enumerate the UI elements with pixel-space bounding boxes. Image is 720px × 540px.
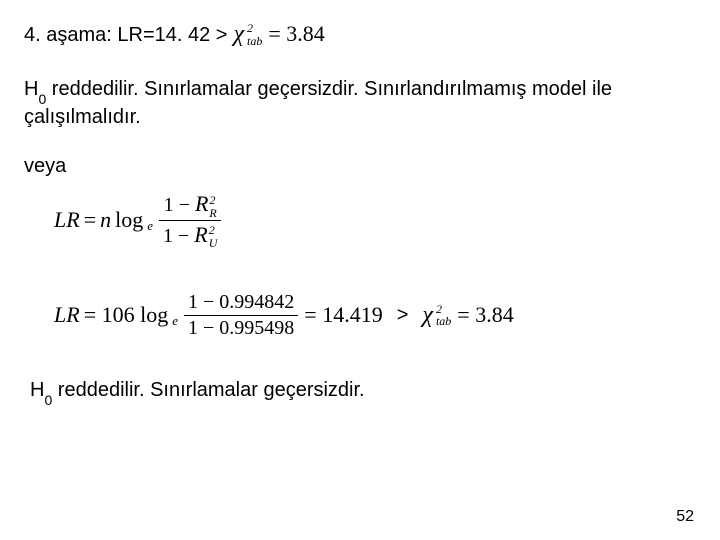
greater-than: > xyxy=(397,304,409,327)
fraction-numeric: 1 − 0.994842 1 − 0.995498 xyxy=(184,292,298,339)
formula-block: LR = n log e 1 − R2R 1 − R2U LR = 106 lo… xyxy=(54,192,696,338)
paragraph-reject-1: H0 reddedilir. Sınırlamalar geçersizdir.… xyxy=(24,76,696,132)
chi-squared-tab-1: χ 2 tab = 3.84 xyxy=(233,18,324,52)
step-4-text: 4. aşama: LR=14. 42 > xyxy=(24,21,227,49)
chi-squared-tab-2: χ 2 tab = 3.84 xyxy=(422,302,513,329)
step-4-line: 4. aşama: LR=14. 42 > χ 2 tab = 3.84 xyxy=(24,18,696,52)
or-label: veya xyxy=(24,155,696,178)
fraction-symbolic: 1 − R2R 1 − R2U xyxy=(159,192,221,247)
paragraph-reject-2: H0 reddedilir. Sınırlamalar geçersizdir. xyxy=(30,379,696,404)
slide-content: 4. aşama: LR=14. 42 > χ 2 tab = 3.84 H0 … xyxy=(0,0,720,404)
lr-formula-symbolic: LR = n log e 1 − R2R 1 − R2U xyxy=(54,192,696,247)
lr-formula-numeric: LR = 106 log e 1 − 0.994842 1 − 0.995498… xyxy=(54,292,696,339)
page-number: 52 xyxy=(676,508,694,526)
